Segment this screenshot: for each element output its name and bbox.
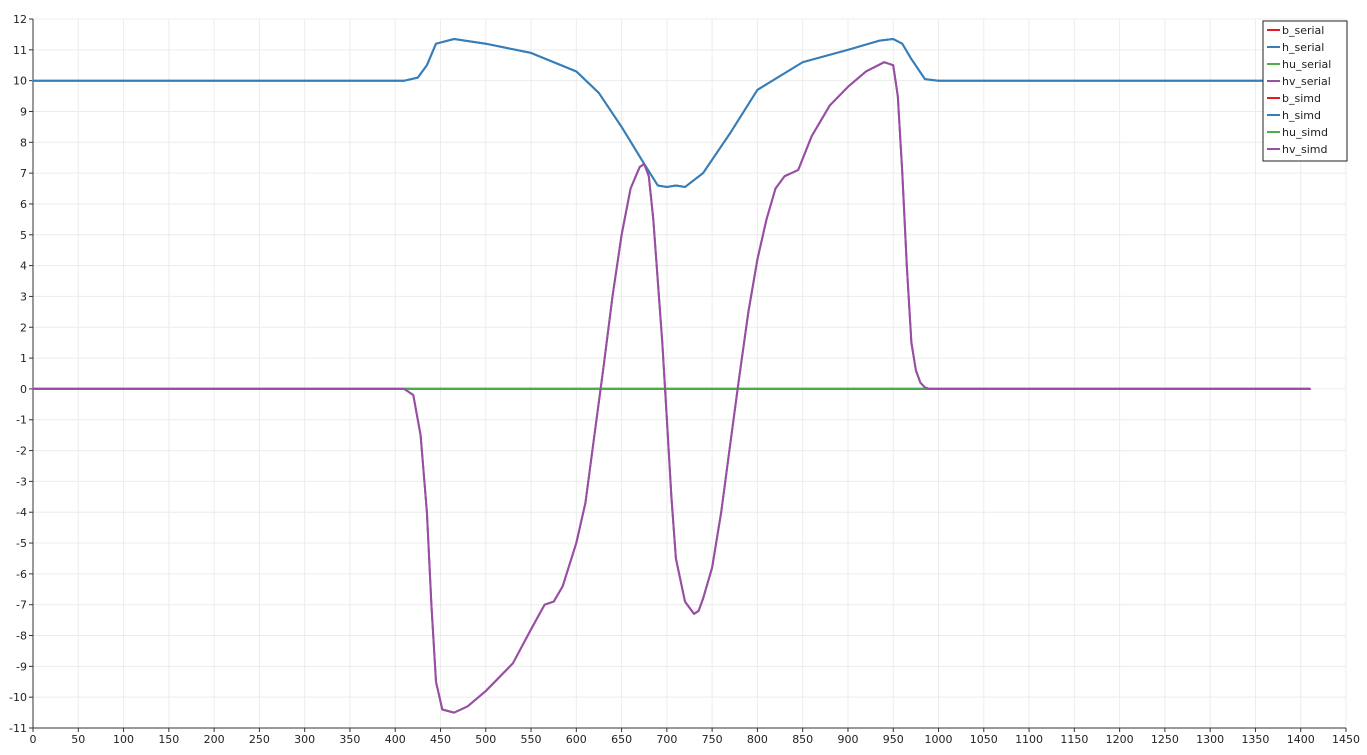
y-tick-label: -11 [9, 722, 27, 735]
legend-box [1262, 20, 1348, 162]
y-tick-label: -8 [16, 630, 27, 643]
x-tick-label: 1150 [1060, 733, 1088, 746]
x-tick-label: 0 [30, 733, 37, 746]
y-tick-label: -9 [16, 660, 27, 673]
y-tick-label: -3 [16, 475, 27, 488]
x-tick-label: 350 [339, 733, 360, 746]
legend-label[interactable]: b_simd [1282, 92, 1321, 105]
x-tick-label: 1300 [1196, 733, 1224, 746]
y-tick-label: -7 [16, 599, 27, 612]
x-tick-label: 500 [475, 733, 496, 746]
legend-label[interactable]: hu_serial [1282, 58, 1331, 71]
x-tick-label: 300 [294, 733, 315, 746]
series-line-h-simd [32, 38, 1311, 188]
x-tick-label: 450 [430, 733, 451, 746]
y-tick-label: 8 [20, 136, 27, 149]
y-tick-label: 2 [20, 321, 27, 334]
x-tick-label: 950 [883, 733, 904, 746]
x-tick-label: 650 [611, 733, 632, 746]
x-tick-label: 1100 [1015, 733, 1043, 746]
y-tick-label: 7 [20, 167, 27, 180]
x-tick-label: 750 [702, 733, 723, 746]
y-tick-label: -10 [9, 691, 27, 704]
y-tick-label: -5 [16, 537, 27, 550]
legend-label[interactable]: h_serial [1282, 41, 1324, 54]
x-tick-label: 150 [158, 733, 179, 746]
y-tick-label: 11 [13, 44, 27, 57]
x-tick-label: 600 [566, 733, 587, 746]
y-tick-label: 0 [20, 383, 27, 396]
x-tick-label: 900 [837, 733, 858, 746]
x-tick-label: 400 [385, 733, 406, 746]
y-tick-label: -4 [16, 506, 27, 519]
legend[interactable]: b_serial h_serial hu_serial hv_serial b_simd… [1262, 20, 1348, 162]
x-tick-label: 1250 [1151, 733, 1179, 746]
x-tick-label: 200 [204, 733, 225, 746]
x-tick-label: 100 [113, 733, 134, 746]
x-tick-label: 250 [249, 733, 270, 746]
y-tick-label: 12 [13, 13, 27, 26]
y-tick-label: -1 [16, 414, 27, 427]
y-tick-label: 4 [20, 260, 27, 273]
axes [32, 19, 1346, 729]
plot-area [32, 38, 1311, 714]
y-tick-label: -2 [16, 445, 27, 458]
x-axis-ticks: 0 50 100 150 200 250 300 350 400 450 500 550 600 650 7… [30, 728, 1360, 746]
x-tick-label: 1350 [1241, 733, 1269, 746]
y-tick-label: 9 [20, 105, 27, 118]
x-tick-label: 1050 [970, 733, 998, 746]
x-tick-label: 700 [656, 733, 677, 746]
x-tick-label: 50 [71, 733, 85, 746]
x-tick-label: 1400 [1287, 733, 1315, 746]
legend-label[interactable]: hv_simd [1282, 143, 1327, 156]
x-tick-label: 1200 [1106, 733, 1134, 746]
series-line-h-serial [32, 38, 1311, 188]
legend-label[interactable]: h_simd [1282, 109, 1321, 122]
x-tick-label: 850 [792, 733, 813, 746]
series-line-hv-simd [32, 61, 1311, 714]
legend-label[interactable]: hu_simd [1282, 126, 1328, 139]
series-line-hv-serial [32, 61, 1311, 714]
x-tick-label: 1000 [925, 733, 953, 746]
y-tick-label: 10 [13, 75, 27, 88]
grid-lines [32, 18, 1347, 729]
y-tick-label: 1 [20, 352, 27, 365]
y-tick-label: 5 [20, 229, 27, 242]
y-tick-label: -6 [16, 568, 27, 581]
x-tick-label: 1450 [1332, 733, 1360, 746]
legend-label[interactable]: b_serial [1282, 24, 1324, 37]
x-tick-label: 800 [747, 733, 768, 746]
y-tick-label: 3 [20, 290, 27, 303]
x-tick-label: 550 [521, 733, 542, 746]
legend-label[interactable]: hv_serial [1282, 75, 1331, 88]
y-tick-label: 6 [20, 198, 27, 211]
